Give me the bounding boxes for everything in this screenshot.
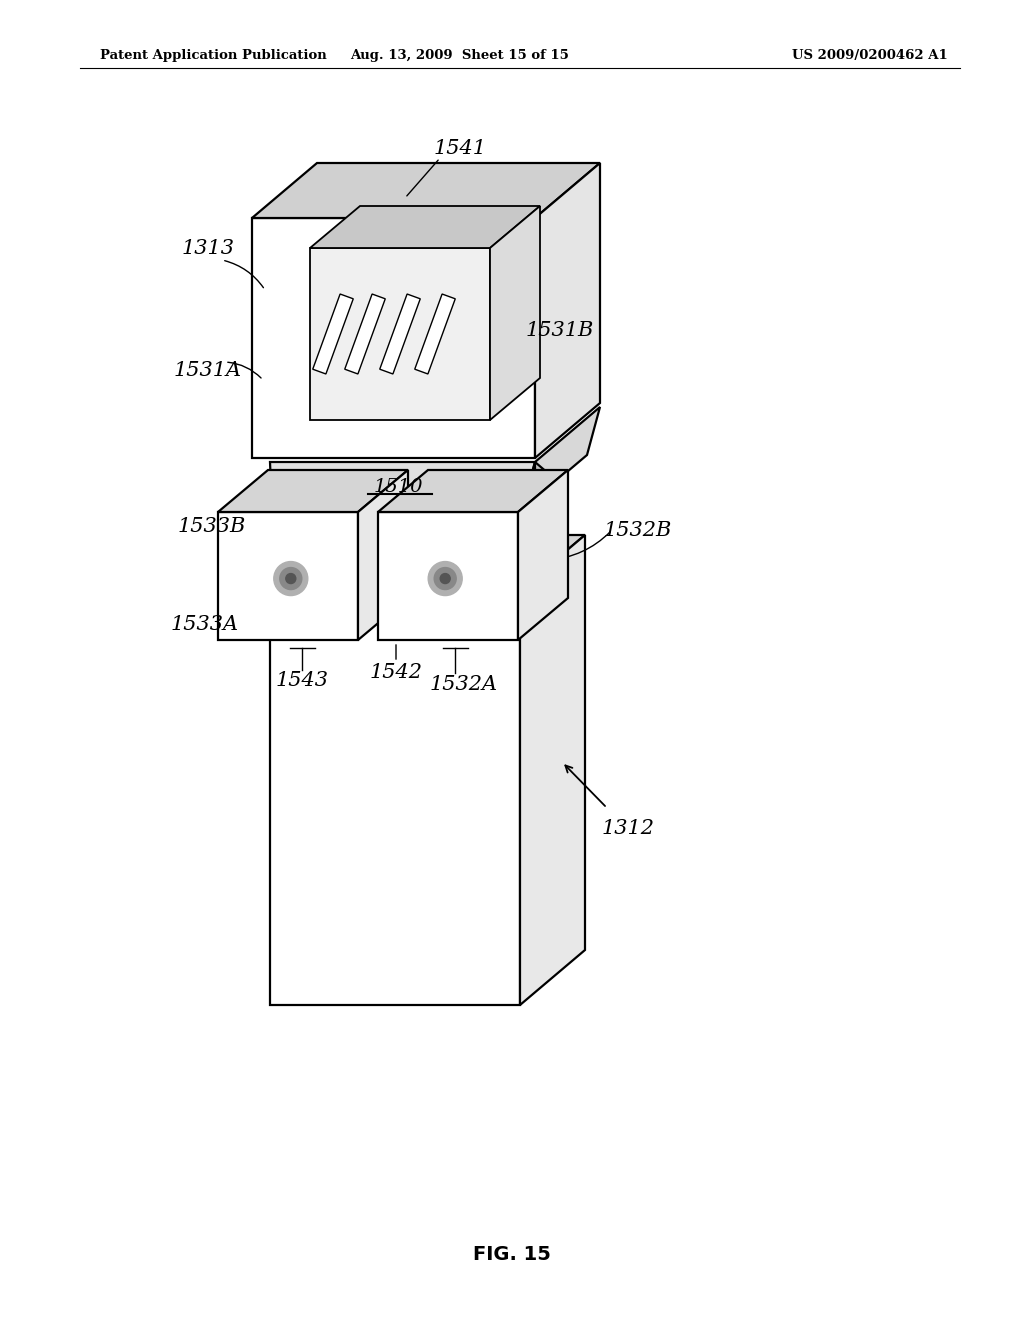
Text: US 2009/0200462 A1: US 2009/0200462 A1: [793, 49, 948, 62]
Text: FIG. 15: FIG. 15: [473, 1246, 551, 1265]
Text: 1533B: 1533B: [178, 517, 246, 536]
Polygon shape: [252, 218, 535, 458]
Text: 1541: 1541: [433, 139, 486, 157]
Polygon shape: [380, 294, 420, 374]
Polygon shape: [252, 162, 600, 218]
Polygon shape: [535, 462, 563, 510]
Polygon shape: [270, 462, 535, 510]
Polygon shape: [415, 294, 456, 374]
Polygon shape: [312, 294, 353, 374]
Text: 1510: 1510: [374, 478, 423, 496]
Polygon shape: [270, 535, 585, 590]
Polygon shape: [445, 512, 514, 579]
Polygon shape: [535, 162, 600, 458]
Circle shape: [428, 561, 462, 595]
Polygon shape: [310, 206, 540, 248]
Polygon shape: [490, 206, 540, 420]
Text: 1533A: 1533A: [171, 615, 239, 635]
Circle shape: [273, 561, 308, 595]
Text: Aug. 13, 2009  Sheet 15 of 15: Aug. 13, 2009 Sheet 15 of 15: [350, 49, 569, 62]
Text: 1532A: 1532A: [430, 676, 498, 694]
Polygon shape: [218, 512, 358, 640]
Text: 1313: 1313: [181, 239, 234, 257]
Circle shape: [440, 574, 451, 583]
Text: 1531A: 1531A: [174, 360, 242, 380]
Circle shape: [280, 568, 302, 590]
Text: Patent Application Publication: Patent Application Publication: [100, 49, 327, 62]
Text: 1531B: 1531B: [525, 321, 594, 339]
Polygon shape: [345, 294, 385, 374]
Polygon shape: [522, 407, 600, 510]
Polygon shape: [310, 248, 490, 420]
Polygon shape: [378, 470, 568, 512]
Polygon shape: [218, 470, 408, 512]
Polygon shape: [518, 470, 568, 640]
Circle shape: [434, 568, 457, 590]
Text: 1543: 1543: [275, 671, 329, 689]
Polygon shape: [520, 535, 585, 1005]
Polygon shape: [378, 512, 518, 640]
Text: 1312: 1312: [601, 818, 654, 837]
Polygon shape: [278, 512, 345, 579]
Text: 1532B: 1532B: [604, 520, 672, 540]
Circle shape: [286, 574, 296, 583]
Polygon shape: [270, 590, 520, 1005]
Text: 1542: 1542: [370, 663, 423, 681]
Polygon shape: [358, 470, 408, 640]
Polygon shape: [272, 510, 522, 568]
